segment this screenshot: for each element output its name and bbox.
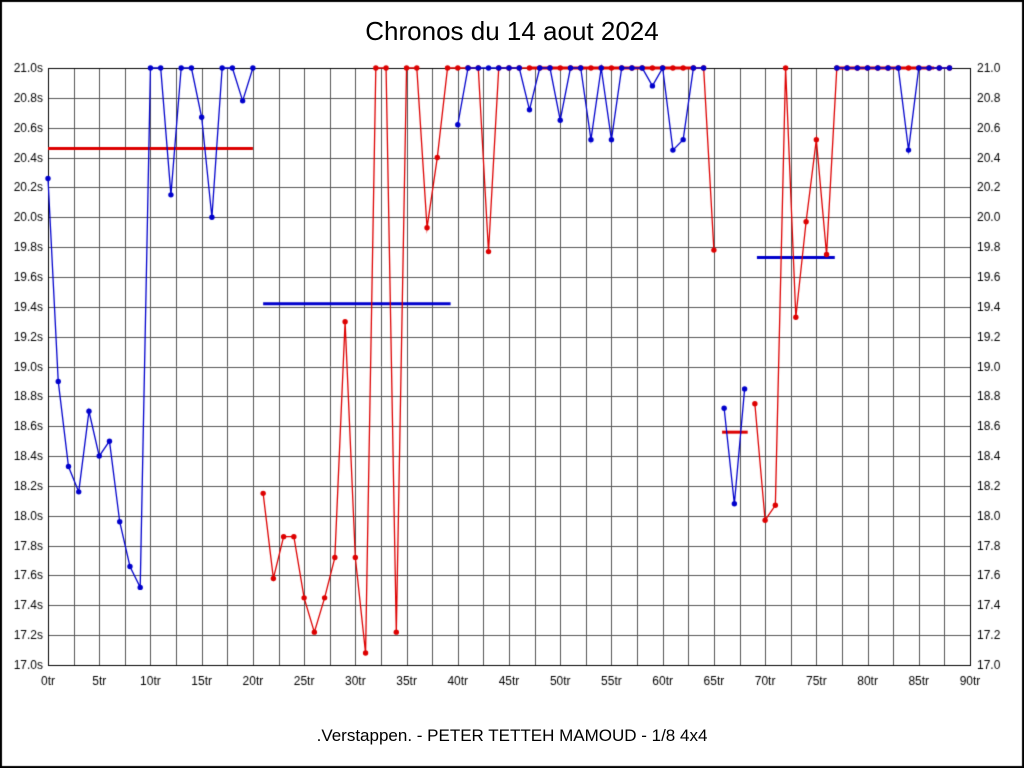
chart-title: Chronos du 14 aout 2024 — [365, 16, 659, 46]
chart-caption: .Verstappen. - PETER TETTEH MAMOUD - 1/8… — [316, 726, 708, 745]
